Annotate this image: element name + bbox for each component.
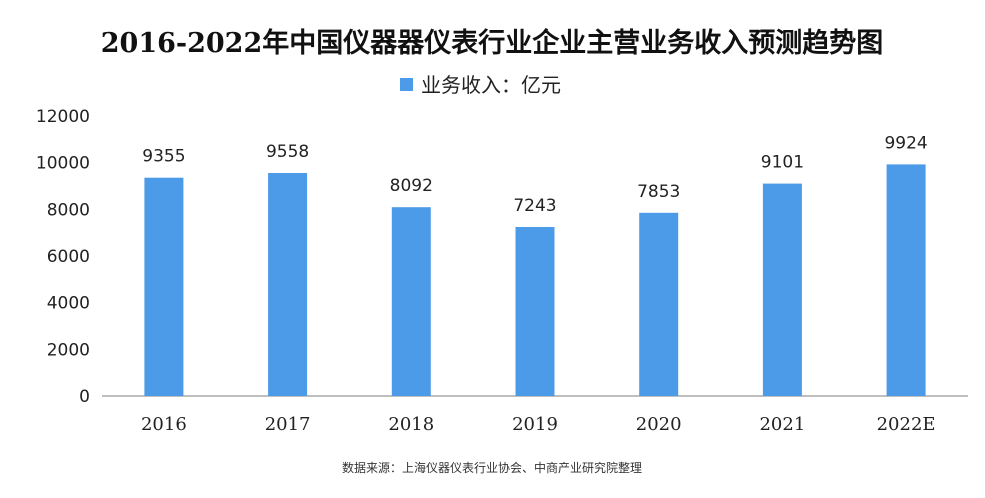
legend-swatch bbox=[400, 78, 413, 91]
y-tick-label: 12000 bbox=[36, 107, 90, 127]
x-axis: 2016 2017 2018 2019 2020 2021 2022E bbox=[141, 414, 936, 435]
bar bbox=[762, 183, 802, 396]
bar-value-label: 9101 bbox=[761, 153, 804, 173]
bars: 9355 9558 8092 7243 7853 9101 9924 bbox=[142, 133, 928, 396]
y-tick-label: 10000 bbox=[36, 154, 90, 174]
legend-label: 业务收入：亿元 bbox=[421, 73, 561, 97]
x-tick-label: 2017 bbox=[265, 414, 311, 435]
bar-value-label: 7243 bbox=[513, 196, 556, 216]
chart-title: 2016-2022年中国仪器器仪表行业企业主营业务收入预测趋势图 bbox=[101, 27, 884, 59]
y-tick-label: 0 bbox=[79, 387, 90, 407]
source-note: 数据来源：上海仪器仪表行业协会、中商产业研究院整理 bbox=[342, 460, 642, 475]
bar bbox=[639, 212, 679, 396]
bar-value-label: 9355 bbox=[142, 147, 185, 167]
bar-value-label: 7853 bbox=[637, 182, 680, 202]
y-tick-label: 4000 bbox=[47, 294, 90, 314]
bar-value-label: 9558 bbox=[266, 142, 309, 162]
x-tick-label: 2022E bbox=[877, 414, 936, 435]
bar bbox=[391, 207, 431, 396]
x-tick-label: 2020 bbox=[636, 414, 682, 435]
x-tick-label: 2019 bbox=[512, 414, 558, 435]
x-tick-label: 2016 bbox=[141, 414, 187, 435]
x-tick-label: 2021 bbox=[759, 414, 805, 435]
bar bbox=[886, 164, 926, 396]
y-axis: 0 2000 4000 6000 8000 10000 12000 bbox=[36, 107, 90, 407]
bar bbox=[268, 173, 308, 396]
legend: 业务收入：亿元 bbox=[400, 73, 561, 97]
bar bbox=[144, 177, 184, 396]
bar-value-label: 8092 bbox=[390, 176, 433, 196]
bar bbox=[515, 227, 555, 396]
y-tick-label: 8000 bbox=[47, 200, 90, 220]
x-tick-label: 2018 bbox=[388, 414, 434, 435]
y-tick-label: 6000 bbox=[47, 247, 90, 267]
y-tick-label: 2000 bbox=[47, 340, 90, 360]
bar-value-label: 9924 bbox=[884, 133, 927, 153]
